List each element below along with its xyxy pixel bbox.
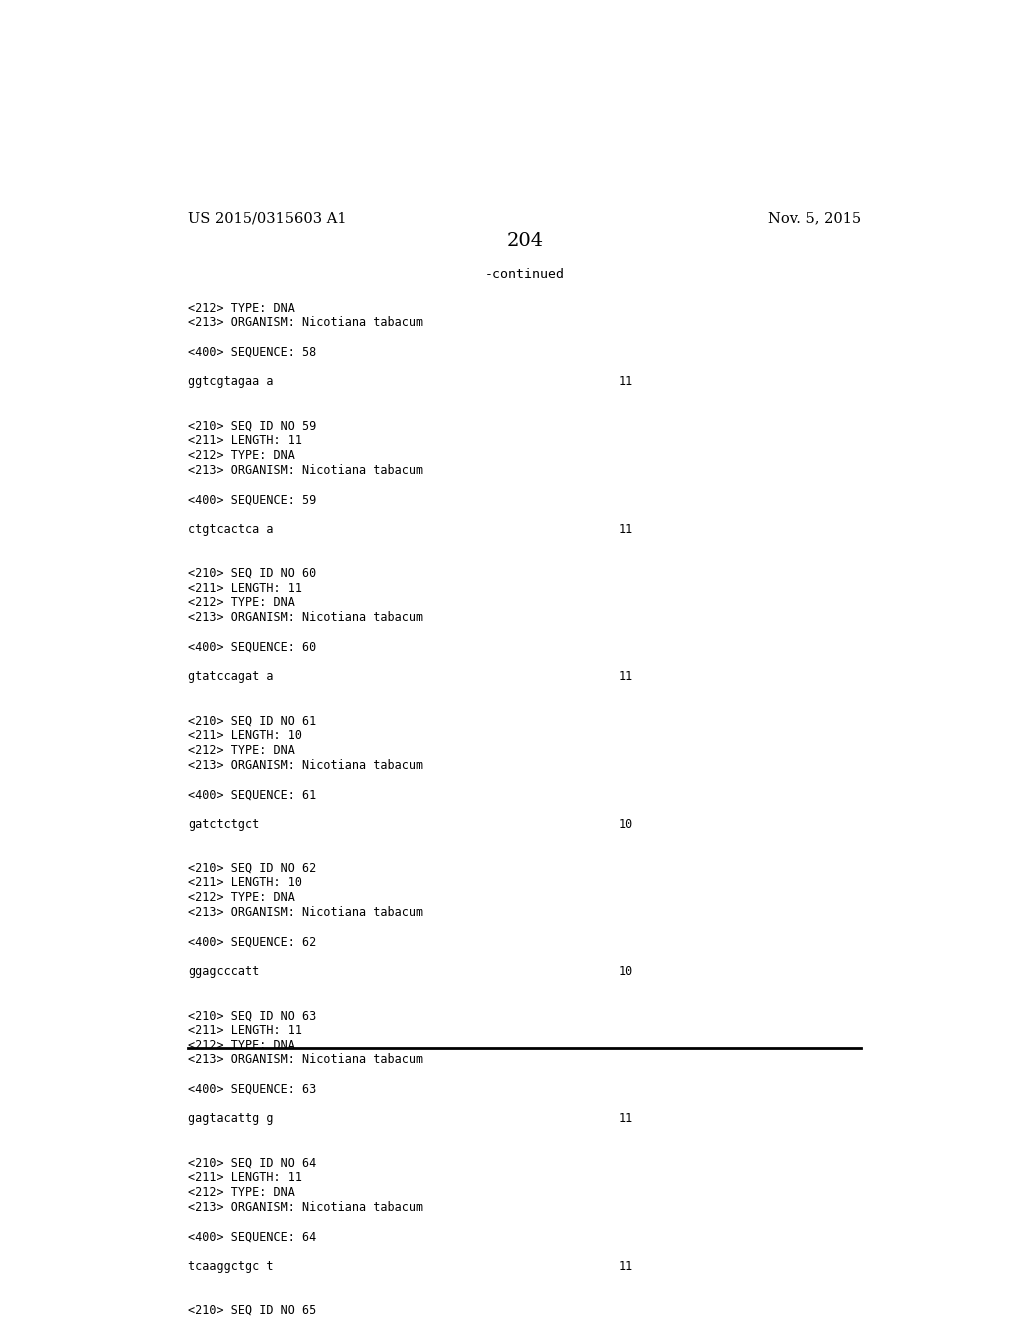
Text: 10: 10	[618, 817, 633, 830]
Text: ctgtcactca a: ctgtcactca a	[188, 523, 273, 536]
Text: <213> ORGANISM: Nicotiana tabacum: <213> ORGANISM: Nicotiana tabacum	[188, 317, 424, 330]
Text: Nov. 5, 2015: Nov. 5, 2015	[768, 211, 861, 226]
Text: <210> SEQ ID NO 59: <210> SEQ ID NO 59	[188, 420, 316, 433]
Text: <211> LENGTH: 10: <211> LENGTH: 10	[188, 729, 302, 742]
Text: <210> SEQ ID NO 60: <210> SEQ ID NO 60	[188, 568, 316, 579]
Text: <400> SEQUENCE: 61: <400> SEQUENCE: 61	[188, 788, 316, 801]
Text: gatctctgct: gatctctgct	[188, 817, 259, 830]
Text: <210> SEQ ID NO 63: <210> SEQ ID NO 63	[188, 1008, 316, 1022]
Text: <400> SEQUENCE: 58: <400> SEQUENCE: 58	[188, 346, 316, 359]
Text: <213> ORGANISM: Nicotiana tabacum: <213> ORGANISM: Nicotiana tabacum	[188, 463, 424, 477]
Text: <210> SEQ ID NO 62: <210> SEQ ID NO 62	[188, 862, 316, 875]
Text: <211> LENGTH: 10: <211> LENGTH: 10	[188, 1319, 302, 1320]
Text: <212> TYPE: DNA: <212> TYPE: DNA	[188, 1039, 295, 1052]
Text: <212> TYPE: DNA: <212> TYPE: DNA	[188, 891, 295, 904]
Text: <211> LENGTH: 11: <211> LENGTH: 11	[188, 1024, 302, 1038]
Text: <211> LENGTH: 11: <211> LENGTH: 11	[188, 434, 302, 447]
Text: 11: 11	[618, 671, 633, 684]
Text: gtatccagat a: gtatccagat a	[188, 671, 273, 684]
Text: 11: 11	[618, 375, 633, 388]
Text: <400> SEQUENCE: 63: <400> SEQUENCE: 63	[188, 1082, 316, 1096]
Text: ggagcccatt: ggagcccatt	[188, 965, 259, 978]
Text: <212> TYPE: DNA: <212> TYPE: DNA	[188, 744, 295, 756]
Text: 204: 204	[506, 231, 544, 249]
Text: <213> ORGANISM: Nicotiana tabacum: <213> ORGANISM: Nicotiana tabacum	[188, 759, 424, 772]
Text: <210> SEQ ID NO 65: <210> SEQ ID NO 65	[188, 1304, 316, 1317]
Text: 11: 11	[618, 523, 633, 536]
Text: <400> SEQUENCE: 59: <400> SEQUENCE: 59	[188, 494, 316, 507]
Text: <210> SEQ ID NO 64: <210> SEQ ID NO 64	[188, 1156, 316, 1170]
Text: <213> ORGANISM: Nicotiana tabacum: <213> ORGANISM: Nicotiana tabacum	[188, 1053, 424, 1067]
Text: <213> ORGANISM: Nicotiana tabacum: <213> ORGANISM: Nicotiana tabacum	[188, 906, 424, 919]
Text: <211> LENGTH: 11: <211> LENGTH: 11	[188, 1171, 302, 1184]
Text: 11: 11	[618, 1113, 633, 1125]
Text: <212> TYPE: DNA: <212> TYPE: DNA	[188, 1185, 295, 1199]
Text: -continued: -continued	[484, 268, 565, 281]
Text: <400> SEQUENCE: 64: <400> SEQUENCE: 64	[188, 1230, 316, 1243]
Text: <211> LENGTH: 10: <211> LENGTH: 10	[188, 876, 302, 890]
Text: ggtcgtagaa a: ggtcgtagaa a	[188, 375, 273, 388]
Text: <212> TYPE: DNA: <212> TYPE: DNA	[188, 597, 295, 610]
Text: <211> LENGTH: 11: <211> LENGTH: 11	[188, 582, 302, 595]
Text: tcaaggctgc t: tcaaggctgc t	[188, 1259, 273, 1272]
Text: gagtacattg g: gagtacattg g	[188, 1113, 273, 1125]
Text: <400> SEQUENCE: 62: <400> SEQUENCE: 62	[188, 936, 316, 949]
Text: <212> TYPE: DNA: <212> TYPE: DNA	[188, 302, 295, 314]
Text: <213> ORGANISM: Nicotiana tabacum: <213> ORGANISM: Nicotiana tabacum	[188, 1201, 424, 1213]
Text: 11: 11	[618, 1259, 633, 1272]
Text: <213> ORGANISM: Nicotiana tabacum: <213> ORGANISM: Nicotiana tabacum	[188, 611, 424, 624]
Text: US 2015/0315603 A1: US 2015/0315603 A1	[188, 211, 347, 226]
Text: <400> SEQUENCE: 60: <400> SEQUENCE: 60	[188, 640, 316, 653]
Text: 10: 10	[618, 965, 633, 978]
Text: <212> TYPE: DNA: <212> TYPE: DNA	[188, 449, 295, 462]
Text: <210> SEQ ID NO 61: <210> SEQ ID NO 61	[188, 714, 316, 727]
